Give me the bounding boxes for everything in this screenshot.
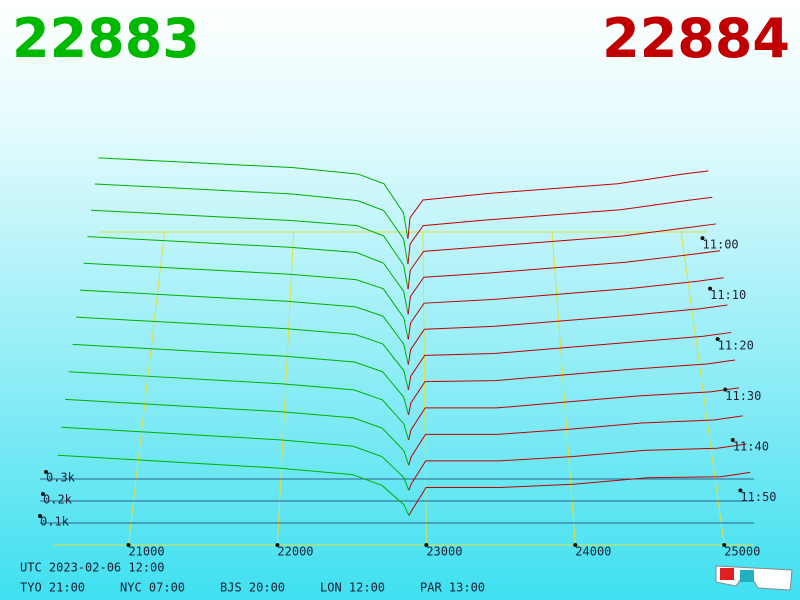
zone-time: TYO 21:00 [20,581,85,595]
time-tick [730,438,735,443]
bid-depth-line [61,426,410,491]
zone-time: LON 12:00 [320,581,385,595]
bid-depth-line [83,262,409,340]
3d-glasses[interactable] [715,565,793,591]
ask-depth-line [407,250,720,315]
ask-depth-line [408,471,751,516]
bid-depth-line [57,454,410,516]
time-tick-label: 11:20 [718,339,754,353]
price-grid-line [422,231,427,546]
bid-depth-line [91,209,409,290]
ask-depth-line [408,415,743,466]
price-tick [573,543,578,547]
ask-depth-line [408,443,747,491]
cyan-lens [740,570,754,582]
price-tick [424,543,429,547]
zone-time: NYC 07:00 [120,581,185,595]
depth-tick [41,492,45,496]
price-tick [722,543,727,547]
price-tick [275,543,280,547]
time-tick [723,387,728,392]
bid-depth-line [72,343,409,416]
red-lens [720,568,734,580]
price-tick-label: 25000 [724,545,760,559]
bid-depth-line [65,398,410,466]
time-tick-label: 11:40 [733,440,769,454]
time-tick [715,337,720,342]
time-tick [708,286,713,291]
ask-depth-line [407,223,717,290]
ask-depth-line [408,331,732,390]
bid-depth-line [98,157,409,239]
time-tick-label: 11:30 [725,389,761,403]
time-tick-label: 11:00 [703,238,739,252]
depth-tick [44,470,48,474]
price-grid-line [680,231,725,546]
time-tick-label: 11:10 [710,288,746,302]
time-tick [738,488,743,493]
price-grid-line [127,231,166,546]
bid-depth-line [79,289,409,365]
zone-time: BJS 20:00 [220,581,285,595]
ask-depth-line [407,304,728,365]
depth-tick-label: 0.2k [43,493,73,507]
bid-depth-line [94,183,409,265]
utc-time: UTC 2023-02-06 12:00 [20,561,165,575]
price-grid-line [276,231,295,546]
price-grid-line [551,231,576,546]
price-tick-label: 21000 [128,545,164,559]
ask-depth-line [407,170,709,239]
zone-time: PAR 13:00 [420,581,485,595]
ask-depth-line [407,277,724,340]
price-tick-label: 23000 [426,545,462,559]
ask-depth-line [407,196,713,265]
price-tick [126,543,131,547]
depth-tick-label: 0.1k [40,515,70,529]
bid-depth-line [68,371,410,441]
price-tick-label: 22000 [277,545,313,559]
best-ask: 22884 [602,7,790,70]
best-bid: 22883 [12,7,200,70]
time-tick [700,236,705,241]
depth-tick-label: 0.3k [46,471,76,485]
price-tick-label: 24000 [575,545,611,559]
bid-depth-line [76,316,409,390]
time-tick-label: 11:50 [740,490,776,504]
ask-depth-line [408,387,739,441]
bid-depth-line [87,236,409,315]
ask-depth-line [408,359,736,415]
depth-tick [38,514,42,518]
